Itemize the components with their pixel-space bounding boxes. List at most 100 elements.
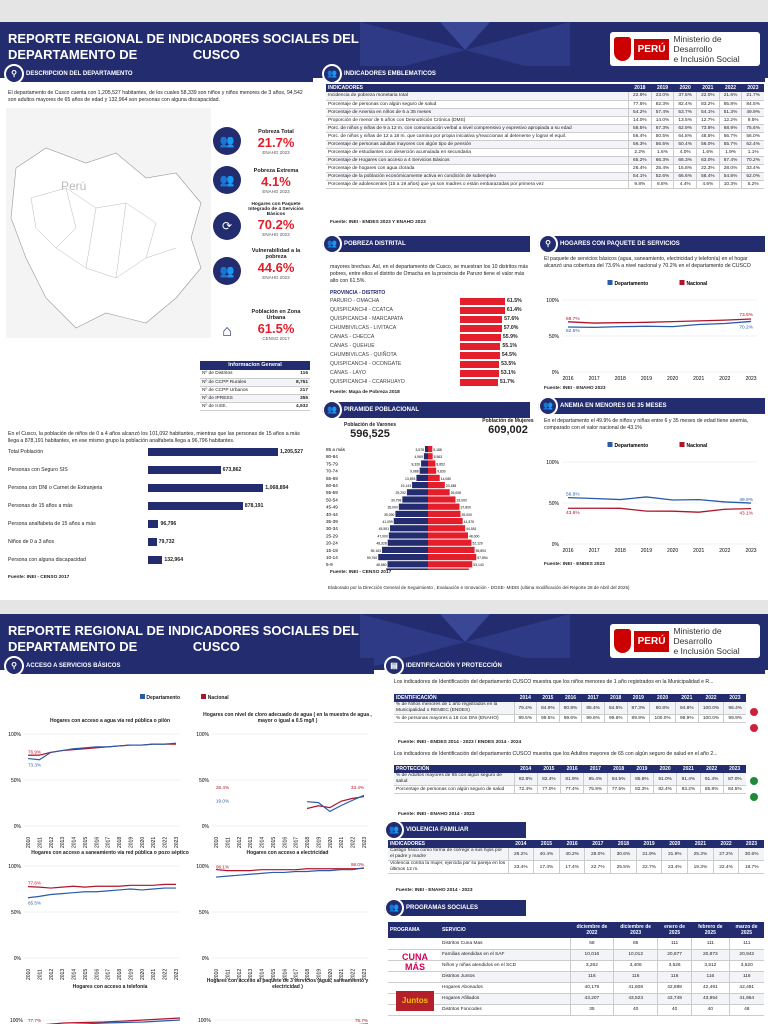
y-tick: 50% bbox=[199, 910, 210, 916]
series-departamento bbox=[567, 496, 752, 504]
table-cell: 1.6% bbox=[696, 148, 720, 157]
table-cell: 14.0% bbox=[628, 116, 652, 125]
agua-chart: 100% 50% 0% 2010 2011 2012 2013 2014 2015 2016 201… bbox=[8, 732, 180, 848]
table-cell: 65.2% bbox=[628, 156, 652, 165]
table-cell: 85 bbox=[613, 938, 658, 950]
table-cell: 3,520 bbox=[728, 960, 764, 972]
table-cell: 22.4% bbox=[712, 860, 739, 874]
women-bar bbox=[428, 453, 433, 460]
x-tick: 2019 bbox=[316, 837, 322, 848]
table-cell: 63.0% bbox=[696, 156, 720, 165]
y-tick: 50% bbox=[549, 501, 560, 507]
program-cell bbox=[388, 971, 440, 983]
x-tick: 2011 bbox=[37, 837, 43, 848]
men-bar bbox=[387, 561, 428, 568]
pop-label: Persona con alguna discapacidad bbox=[8, 557, 86, 563]
table-cell: Familias atendidas en el SAF bbox=[440, 949, 570, 961]
table-cell: 28.0% bbox=[718, 164, 742, 173]
series-nacional bbox=[27, 743, 176, 756]
table-cell: 111 bbox=[728, 938, 764, 950]
age-label: 75-79 bbox=[326, 461, 338, 466]
section-acceso: ⚲ ACCESO A SERVICIOS BÁSICOS bbox=[4, 656, 374, 676]
acc-c4-title: Hogares con acceso a electricidad bbox=[246, 850, 329, 856]
women-value: 5,188 bbox=[433, 448, 442, 452]
info-value: 8,751 bbox=[283, 378, 310, 387]
table-cell: 28.0% bbox=[584, 848, 611, 861]
emb-source: Fuente: INEI - ENDES 2023 Y ENAHO 2023 bbox=[330, 220, 426, 225]
legend-nac: Nacional bbox=[687, 281, 708, 287]
pob-value: 54.5% bbox=[501, 352, 517, 358]
men-bar bbox=[421, 460, 428, 467]
pob-header: PROVINCIA - DISTRITO bbox=[330, 290, 386, 296]
table-cell: 40 bbox=[691, 1004, 730, 1016]
table-row: Distritos Juntos 116 116 116 116 116 bbox=[388, 971, 764, 983]
table-cell: Porcentaje de estudiantes con deserción … bbox=[326, 148, 629, 157]
table-cell: 56.0% bbox=[741, 132, 764, 141]
table-cell: 67.3% bbox=[650, 124, 674, 133]
peru-shield-icon bbox=[614, 629, 631, 653]
decor-x-icon bbox=[360, 22, 570, 78]
pob-label: QUISPICANCHI - OCONGATE bbox=[330, 361, 402, 367]
table-cell: 81.9% bbox=[559, 773, 584, 786]
x-tick: 2021 bbox=[151, 969, 157, 980]
pob-label: CANAS - LAYO bbox=[330, 370, 366, 376]
info-general: Informacion General Nº de Distritos 116 Nº… bbox=[200, 361, 310, 411]
men-value: 30,798 bbox=[391, 498, 401, 502]
men-bar bbox=[386, 568, 428, 570]
table-cell: 37.5% bbox=[673, 92, 697, 101]
table-row: Porcentaje de estudiantes con deserción … bbox=[326, 148, 764, 157]
table-cell: 58.5% bbox=[628, 124, 652, 133]
table-cell: 82.3% bbox=[650, 100, 674, 109]
women-value: 14,080 bbox=[441, 477, 451, 481]
table-cell: 116 bbox=[613, 971, 658, 983]
table-cell: 84.5% bbox=[603, 702, 628, 715]
x-tick: 2017 bbox=[589, 548, 600, 554]
x-tick: 2018 bbox=[117, 837, 123, 848]
series-nacional bbox=[306, 795, 365, 810]
x-tick: 2022 bbox=[163, 969, 169, 980]
x-tick: 2013 bbox=[60, 837, 66, 848]
cloro-chart: 100% 50% 0% 2010 2011 2012 2013 2014 2015 2016 201… bbox=[196, 732, 368, 848]
women-value: 57,894 bbox=[477, 556, 487, 560]
men-bar bbox=[395, 510, 428, 517]
table-cell: Castigo físico como forma de corregir a … bbox=[388, 848, 508, 861]
table-row: Proporción de menor de 5 años con Desnut… bbox=[326, 116, 764, 125]
women-value: 39,000 bbox=[462, 513, 472, 517]
table-cell: 77.0% bbox=[536, 785, 561, 794]
region-map: Perú bbox=[6, 108, 211, 338]
men-bar bbox=[382, 546, 428, 553]
age-label: 55-59 bbox=[326, 490, 338, 495]
y-tick: 0% bbox=[14, 956, 22, 962]
table-cell: 82.4% bbox=[673, 100, 697, 109]
info-row: Nº de Distritos 116 bbox=[200, 370, 310, 379]
info-row: Nº de CCPP Rurales 8,751 bbox=[200, 378, 310, 387]
x-tick: 2023 bbox=[745, 376, 756, 382]
pop-value: 79,732 bbox=[158, 539, 175, 545]
x-tick: 2018 bbox=[305, 837, 311, 848]
pob-bar bbox=[460, 334, 501, 341]
table-row: Porcentaje de Hogares con acceso a 4 Ser… bbox=[326, 156, 764, 165]
stat-paquete-servicios: Hogares con Paquete Integrado de 4 Servi… bbox=[248, 202, 304, 237]
pop-text: En el Cusco, la población de niños de 0 … bbox=[8, 431, 300, 444]
vio-source: Fuente: INEI - ENAHO 2014 - 2023 bbox=[396, 888, 473, 893]
violencia-table: INDICADORES 2014 2015 2016 2017 2018 2019 2020 2… bbox=[388, 840, 764, 874]
location-icon: ⚲ bbox=[538, 234, 558, 254]
table-cell: 4.6% bbox=[696, 180, 720, 189]
table-cell: 57.4% bbox=[650, 108, 674, 117]
table-cell: 9.5% bbox=[741, 116, 764, 125]
men-value: 4,969 bbox=[414, 455, 423, 459]
y-tick: 0% bbox=[202, 824, 210, 830]
x-tick: 2022 bbox=[351, 969, 357, 980]
telefonia-chart: 100% 77.7% bbox=[10, 1017, 181, 1024]
x-tick: 2023 bbox=[174, 969, 180, 980]
women-value: 5,563 bbox=[434, 455, 443, 459]
table-cell: 3,512 bbox=[691, 960, 730, 972]
pob-value: 57.0% bbox=[503, 325, 519, 331]
table-cell: 43,523 bbox=[613, 993, 658, 1005]
table-cell: 100.0% bbox=[697, 714, 724, 723]
anemia-line-chart: Departamento Nacional 100% 50% 0%2016 2017 201… bbox=[546, 442, 757, 554]
table-cell: 25.3% bbox=[687, 848, 714, 861]
table-row: Porcentaje de adolescentes (15 a 19 años… bbox=[326, 180, 764, 189]
report-title: REPORTE REGIONAL DE INDICADORES SOCIALES… bbox=[8, 31, 359, 62]
table-cell: 25.5% bbox=[610, 860, 637, 874]
